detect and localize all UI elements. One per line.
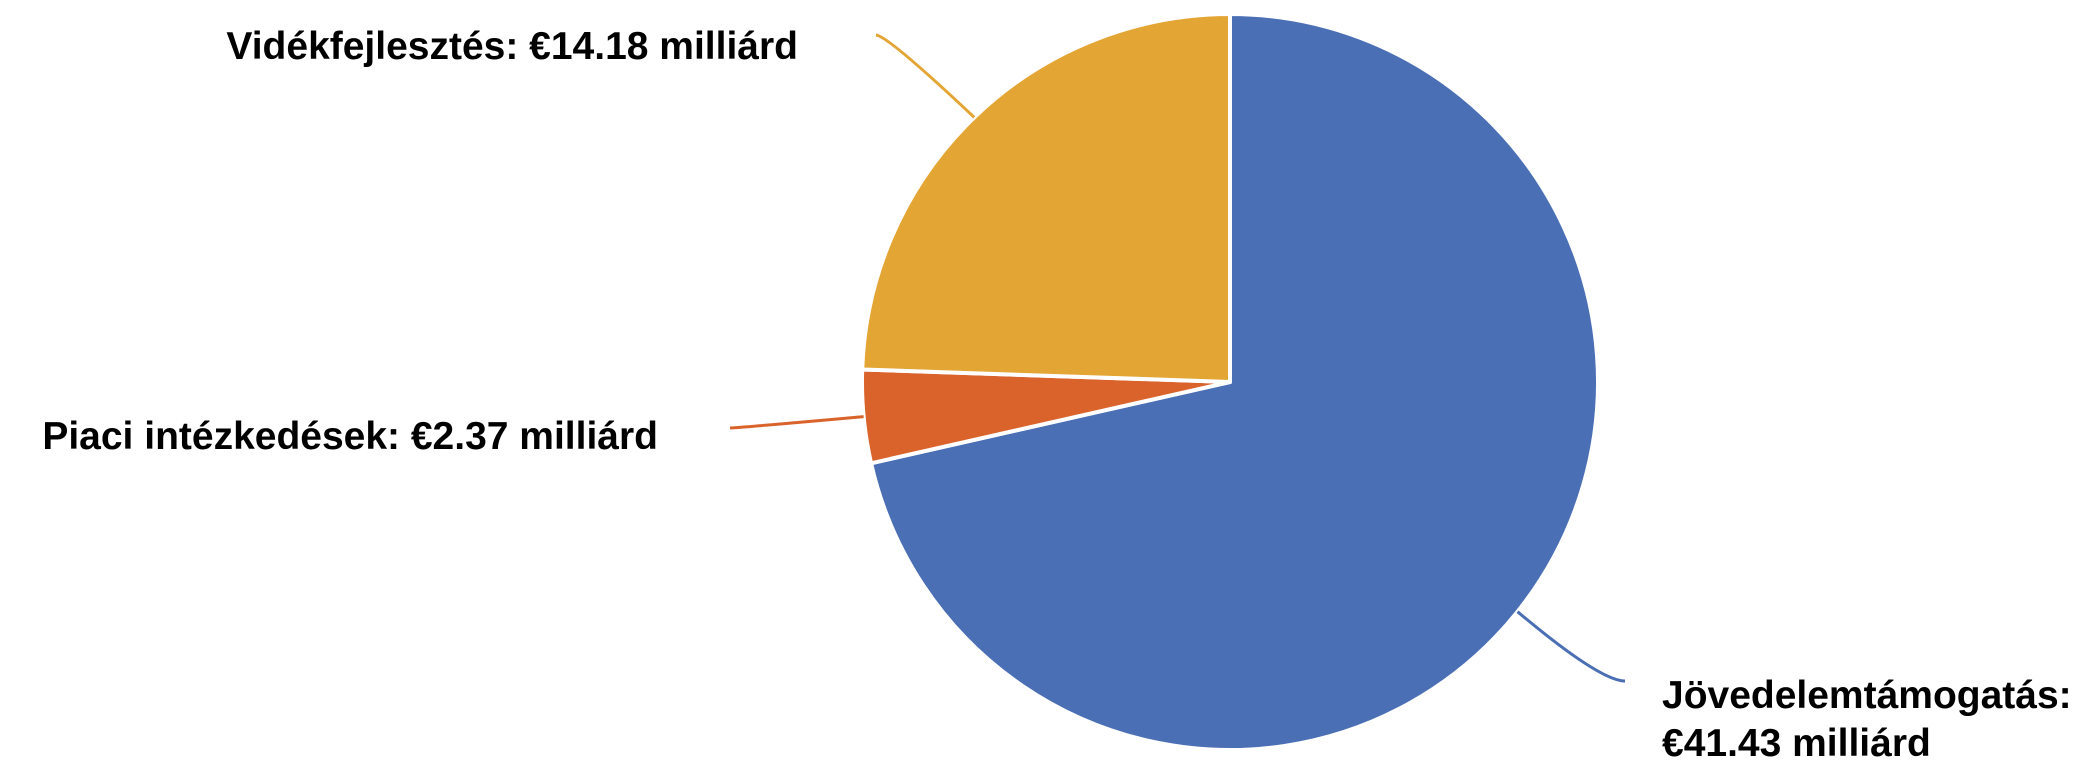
data-label-2: Piaci intézkedések: €2.37 milliárd [42,415,658,458]
leader-line-2 [729,415,864,430]
data-label-line: €41.43 milliárd [1662,722,1931,760]
data-labels: Jövedelemtámogatás: €41.43 milliárd Piaci … [42,25,2071,760]
data-label-line: Jövedelemtámogatás: [1662,674,2072,717]
leader-line-3 [875,33,976,119]
data-label-1: Jövedelemtámogatás: €41.43 milliárd [1662,674,2072,760]
leader-lines [729,33,1626,683]
data-label-line: Vidékfejlesztés: €14.18 milliárd [226,25,798,68]
pie-slice-3 [860,12,1232,384]
pie-slices [860,12,1600,752]
data-label-line: Piaci intézkedések: €2.37 milliárd [42,415,658,458]
data-label-3: Vidékfejlesztés: €14.18 milliárd [226,25,798,68]
leader-line-1 [1516,610,1626,683]
